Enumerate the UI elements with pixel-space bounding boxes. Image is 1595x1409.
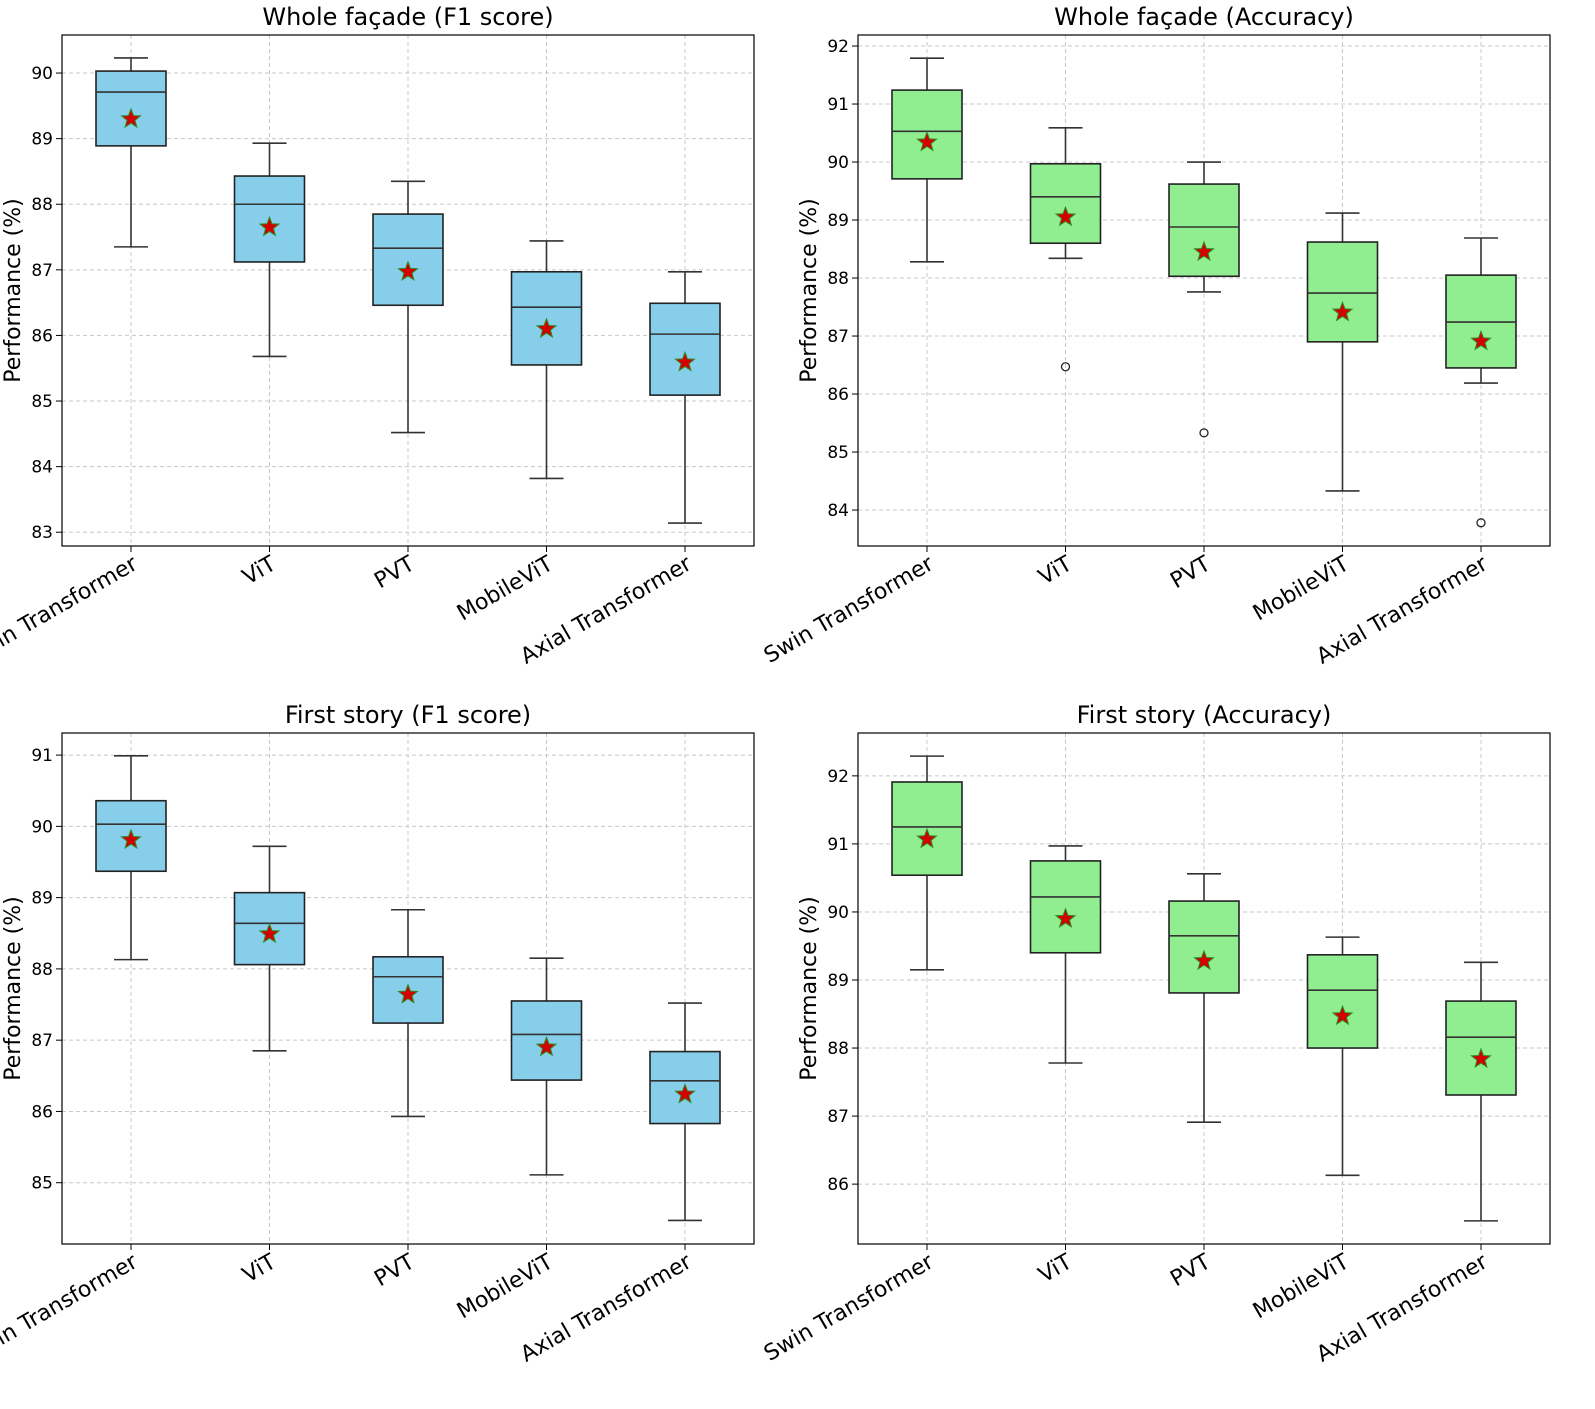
y-tick-label: 88 (31, 195, 53, 215)
mean-marker (120, 828, 142, 850)
mean-marker (674, 350, 696, 372)
mean-marker (397, 260, 419, 282)
mean-marker (1470, 329, 1492, 351)
x-tick-label: Swin Transformer (0, 1249, 143, 1367)
mean-marker (1054, 907, 1077, 929)
mean-marker (258, 215, 281, 237)
mean-marker (535, 317, 558, 339)
y-tick-label: 86 (31, 1102, 53, 1122)
y-tick-label: 86 (827, 385, 849, 405)
box (1029, 860, 1102, 954)
y-tick-label: 92 (827, 767, 849, 787)
plot-frame (857, 732, 1551, 1245)
y-tick-label: 85 (31, 392, 53, 412)
y-tick-label: 91 (827, 95, 849, 115)
mean-marker (674, 1082, 696, 1104)
mean-marker (916, 130, 938, 152)
panel: 83 84 85 86 87 88 89 90 Swin Transformer ViT PVT Mo… (0, 3, 755, 670)
mean-marker (1331, 300, 1354, 322)
y-tick-label: 88 (827, 269, 849, 289)
outlier (1060, 362, 1071, 372)
y-tick-label: 87 (827, 327, 849, 347)
y-tick-label: 86 (31, 326, 53, 346)
mean-marker (1470, 1047, 1492, 1069)
y-tick-label: 84 (31, 458, 53, 478)
y-tick-label: 88 (31, 960, 53, 980)
y-tick-label: 85 (31, 1174, 53, 1194)
box (372, 213, 444, 307)
plot-frame (61, 34, 755, 547)
y-tick-label: 83 (31, 523, 53, 543)
y-axis-label: Performance (%) (1, 896, 26, 1080)
panel: 86 87 88 89 90 91 92 Swin Transformer ViT PVT Mobi… (760, 701, 1551, 1368)
chart-title: Whole façade (Accuracy) (1054, 3, 1354, 31)
y-tick-label: 89 (827, 971, 849, 991)
x-tick-label: ViT (238, 1249, 281, 1288)
box (1168, 183, 1240, 278)
plot-frame (61, 732, 755, 1245)
y-tick-label: 85 (827, 443, 849, 463)
y-tick-label: 89 (827, 211, 849, 231)
mean-marker (1193, 240, 1215, 262)
box (1306, 241, 1379, 343)
x-tick-label: ViT (1034, 1249, 1077, 1288)
mean-marker (1054, 205, 1077, 227)
y-tick-label: 91 (31, 746, 53, 766)
y-tick-label: 86 (827, 1175, 849, 1195)
x-tick-label: ViT (1034, 551, 1077, 590)
mean-marker (1193, 949, 1215, 971)
x-tick-label: PVT (370, 551, 419, 594)
mean-marker (1331, 1004, 1354, 1026)
y-tick-label: 87 (31, 261, 53, 281)
x-tick-label: ViT (238, 551, 281, 590)
x-tick-label: Swin Transformer (0, 551, 143, 669)
x-tick-label: MobileViT (1249, 551, 1354, 626)
box (649, 302, 721, 396)
y-tick-label: 90 (31, 64, 53, 84)
y-tick-label: 90 (827, 153, 849, 173)
mean-marker (397, 983, 419, 1004)
y-tick-label: 89 (31, 130, 53, 150)
box (1029, 162, 1102, 245)
y-tick-label: 87 (31, 1031, 53, 1051)
y-tick-label: 90 (827, 903, 849, 923)
outlier (1199, 428, 1209, 438)
x-tick-label: Swin Transformer (760, 1249, 939, 1367)
mean-marker (916, 827, 938, 849)
mean-marker (535, 1035, 558, 1057)
x-tick-label: MobileViT (453, 551, 558, 626)
panel: 84 85 86 87 88 89 90 91 92 Swin Transformer ViT PVT… (760, 3, 1551, 670)
x-tick-label: PVT (1166, 1249, 1215, 1292)
x-tick-label: MobileViT (1249, 1249, 1354, 1324)
y-tick-label: 87 (827, 1107, 849, 1127)
y-tick-label: 88 (827, 1039, 849, 1059)
outlier (1476, 518, 1486, 528)
x-tick-label: PVT (1166, 551, 1215, 594)
x-tick-label: Swin Transformer (760, 551, 939, 669)
plot-frame (857, 34, 1551, 547)
y-axis-label: Performance (%) (797, 198, 822, 382)
chart-title: First story (Accuracy) (1077, 701, 1332, 729)
chart-title: First story (F1 score) (285, 701, 531, 729)
y-tick-label: 92 (827, 37, 849, 57)
panel: 85 86 87 88 89 90 91 Swin Transformer ViT PVT Mobi… (0, 701, 755, 1368)
x-tick-label: MobileViT (453, 1249, 558, 1324)
chart-title: Whole façade (F1 score) (262, 3, 553, 31)
mean-marker (258, 922, 281, 944)
mean-marker (120, 107, 142, 129)
y-axis-label: Performance (%) (797, 896, 822, 1080)
y-tick-label: 89 (31, 889, 53, 909)
y-tick-label: 90 (31, 817, 53, 837)
y-axis-label: Performance (%) (1, 198, 26, 382)
y-tick-label: 91 (827, 835, 849, 855)
x-tick-label: PVT (370, 1249, 419, 1292)
box (1168, 900, 1240, 994)
box (1306, 954, 1379, 1049)
y-tick-label: 84 (827, 501, 849, 521)
